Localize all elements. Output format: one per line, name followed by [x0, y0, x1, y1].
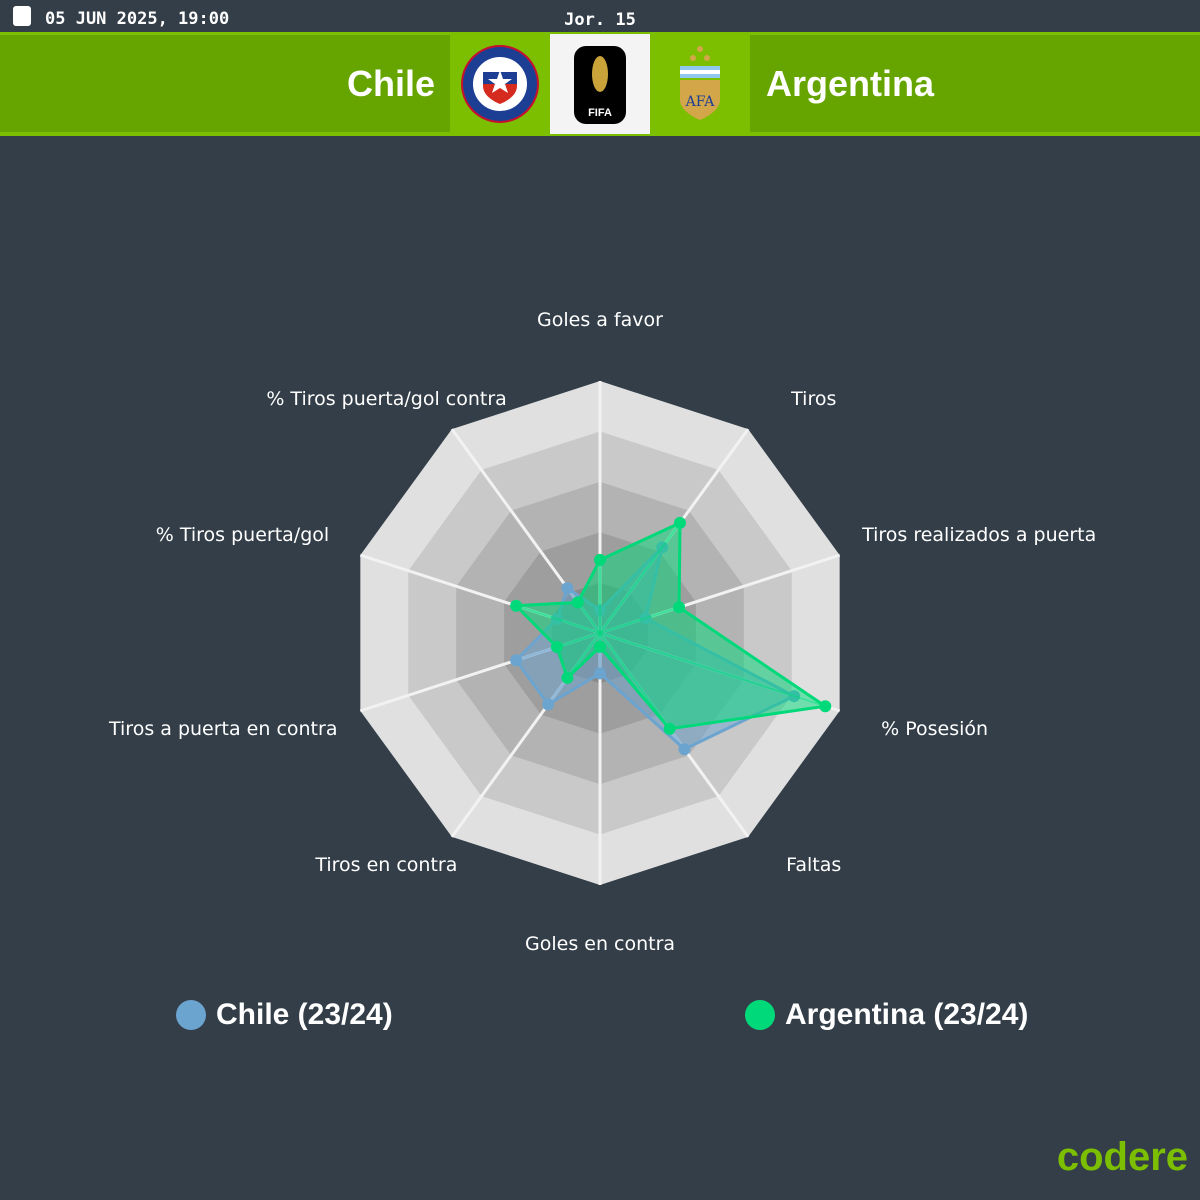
series-spoke — [599, 632, 826, 708]
data-point — [594, 640, 606, 653]
svg-text:FIFA: FIFA — [588, 107, 612, 119]
axis-label: % Posesión — [881, 717, 989, 740]
data-point — [571, 596, 584, 609]
axis-label: % Tiros puerta/gol — [155, 524, 330, 547]
legend-chile[interactable]: Chile (23/24) — [176, 998, 393, 1032]
axis-label: Tiros realizados a puerta — [862, 524, 1097, 547]
axis-label: Tiros a puerta en contra — [109, 717, 338, 740]
data-point — [510, 599, 523, 612]
fifa-world-cup-2026-logo: FIFA — [550, 34, 650, 134]
data-point — [678, 743, 691, 756]
legend-swatch — [745, 1000, 775, 1030]
data-point — [819, 700, 832, 713]
round-label: Jor. 15 — [564, 10, 636, 30]
data-point — [550, 641, 563, 654]
series-spoke — [515, 604, 601, 634]
data-point — [594, 553, 606, 566]
legend-argentina[interactable]: Argentina (23/24) — [745, 998, 1028, 1032]
axis-label: % Tiros puerta/gol contra — [266, 388, 507, 411]
calendar-icon — [13, 6, 31, 26]
axis-label: Faltas — [786, 853, 842, 876]
series-spoke — [556, 632, 601, 648]
afa-crest-icon: AFA — [680, 46, 720, 120]
data-point — [663, 722, 676, 735]
data-point — [673, 601, 686, 614]
home-team-name: Chile — [346, 63, 435, 104]
legend-label: Chile (23/24) — [216, 998, 393, 1031]
match-header: Chile Argentina FIFA AFA — [0, 32, 1200, 136]
series-spoke — [599, 632, 671, 730]
series-spoke — [576, 601, 601, 634]
series-spoke — [599, 522, 681, 634]
svg-text:AFA: AFA — [685, 94, 716, 110]
axis-label: Goles a favor — [537, 308, 663, 331]
axis-label: Goles en contra — [525, 933, 676, 956]
codere-logo: codere — [1056, 1135, 1188, 1179]
legend-swatch — [176, 1000, 206, 1030]
away-team-name: Argentina — [766, 63, 935, 104]
axis-label: Tiros — [791, 388, 837, 411]
data-point — [673, 516, 686, 529]
chile-crest-icon — [461, 45, 539, 123]
series-spoke — [566, 632, 601, 679]
axis-label: Tiros en contra — [315, 853, 458, 876]
top-bar: 05 JUN 2025, 19:00 Jor. 15 — [0, 0, 1200, 32]
data-point — [542, 698, 555, 711]
data-point — [561, 671, 574, 684]
data-point — [510, 654, 523, 667]
data-point — [594, 667, 606, 680]
legend-label: Argentina (23/24) — [785, 998, 1029, 1031]
match-date: 05 JUN 2025, 19:00 — [45, 9, 230, 29]
data-point — [561, 582, 574, 595]
series-spoke — [599, 606, 680, 634]
